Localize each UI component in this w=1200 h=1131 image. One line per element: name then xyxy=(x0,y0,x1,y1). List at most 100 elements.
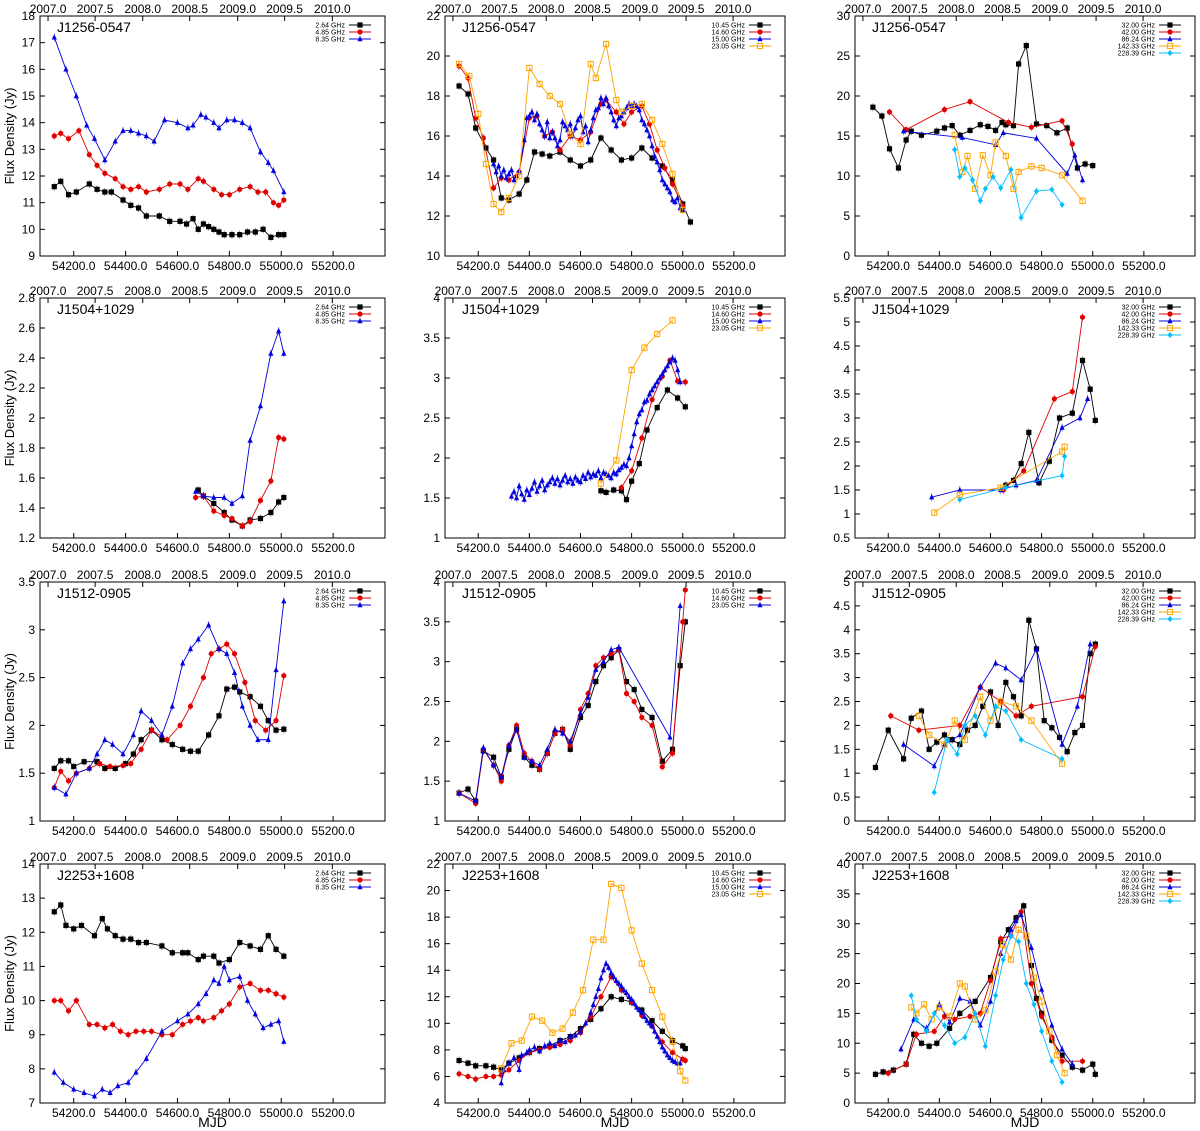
data-point xyxy=(221,963,227,969)
data-point xyxy=(1072,729,1078,736)
data-point xyxy=(626,454,632,461)
data-point xyxy=(208,651,214,657)
data-point xyxy=(585,138,591,145)
data-point xyxy=(143,939,149,946)
data-point xyxy=(946,1013,953,1020)
data-point xyxy=(559,118,566,125)
data-point xyxy=(193,494,199,501)
data-point xyxy=(1049,186,1055,193)
data-point xyxy=(102,170,108,176)
data-point xyxy=(257,946,264,952)
data-point xyxy=(985,123,991,129)
mjd-tick-label: 54200.0 xyxy=(52,541,96,555)
data-point xyxy=(239,703,245,709)
data-point xyxy=(526,491,532,497)
plot-frame xyxy=(444,863,786,1104)
mjd-tick-label: 55000.0 xyxy=(1071,824,1115,838)
y-tick-label: 1 xyxy=(433,814,440,828)
legend-marker xyxy=(1166,324,1174,332)
data-point xyxy=(603,960,609,966)
legend-label: 142.33 GHz xyxy=(1118,326,1156,333)
series-32-00-GHz xyxy=(870,41,1096,172)
data-point xyxy=(999,119,1005,125)
mjd-tick-label: 55000.0 xyxy=(1071,259,1115,273)
data-point xyxy=(664,387,671,393)
y-tick-label: 1.6 xyxy=(18,471,35,485)
data-point xyxy=(967,99,973,105)
data-point xyxy=(649,1018,655,1024)
data-point xyxy=(608,646,614,652)
data-point xyxy=(195,1000,201,1007)
legend-marker xyxy=(757,317,763,324)
data-point xyxy=(1059,424,1065,430)
data-point xyxy=(1005,119,1011,125)
mjd-tick-label: 55200.0 xyxy=(712,541,756,555)
y-tick-label: 3.5 xyxy=(423,615,440,629)
data-point xyxy=(641,398,647,405)
series-line xyxy=(53,37,285,193)
data-point xyxy=(646,1020,653,1026)
data-point xyxy=(1008,926,1014,932)
series-line xyxy=(54,129,285,206)
data-point xyxy=(263,727,269,733)
data-point xyxy=(631,686,637,693)
data-point xyxy=(1039,986,1045,992)
data-point xyxy=(73,770,79,776)
data-point xyxy=(1041,718,1047,724)
mjd-tick-label: 54800.0 xyxy=(610,259,654,273)
data-point xyxy=(180,1021,186,1028)
series-line xyxy=(910,934,1063,1083)
series-8-35-GHz xyxy=(51,33,287,196)
data-point xyxy=(613,122,619,129)
series-15-00-GHz xyxy=(490,94,686,214)
data-point xyxy=(273,718,279,724)
mjd-tick-label: 54400.0 xyxy=(918,824,962,838)
legend-marker xyxy=(1167,22,1173,28)
data-point xyxy=(941,1022,948,1029)
data-point xyxy=(590,936,597,943)
data-point xyxy=(641,120,647,127)
legend-marker xyxy=(757,311,763,317)
data-point xyxy=(265,933,271,939)
y-tick-label: 17 xyxy=(22,36,36,50)
data-point xyxy=(913,1016,919,1023)
data-point xyxy=(903,1061,909,1067)
data-point xyxy=(200,1018,207,1024)
data-point xyxy=(1085,395,1091,401)
series-line xyxy=(1002,317,1083,491)
data-point xyxy=(516,1066,522,1073)
data-point xyxy=(680,619,686,625)
year-tick-label: 2008.5 xyxy=(984,850,1021,864)
data-point xyxy=(652,152,658,159)
data-point xyxy=(490,762,497,768)
year-tick-label: 2008.0 xyxy=(938,2,975,16)
data-point xyxy=(600,936,607,943)
mjd-tick-label: 55200.0 xyxy=(1122,824,1166,838)
data-point xyxy=(531,1044,538,1050)
data-point xyxy=(203,114,209,120)
mjd-tick-label: 54200.0 xyxy=(867,824,911,838)
data-point xyxy=(613,457,620,464)
y-tick-label: 3 xyxy=(843,671,850,685)
data-point xyxy=(263,189,269,195)
x-axis-label-col-2: MJD xyxy=(601,1114,630,1130)
data-point xyxy=(588,126,594,133)
data-point xyxy=(270,200,277,206)
data-point xyxy=(143,1055,149,1061)
mjd-tick-label: 54800.0 xyxy=(1020,259,1064,273)
y-tick-label: 0.5 xyxy=(833,790,850,804)
legend-marker xyxy=(1167,304,1173,310)
series-line xyxy=(197,489,285,527)
data-point xyxy=(952,146,958,153)
series-228-39-GHz xyxy=(908,931,1065,1087)
data-point xyxy=(177,181,183,187)
data-point xyxy=(572,124,578,131)
x-axis-label-col-3: MJD xyxy=(1011,1114,1040,1130)
y-tick-label: 7 xyxy=(28,1096,35,1110)
data-point xyxy=(677,663,683,669)
series-42-00-GHz xyxy=(886,97,1075,148)
legend-label: 142.33 GHz xyxy=(1118,892,1156,899)
data-point xyxy=(1028,163,1035,170)
data-point xyxy=(886,146,893,152)
data-point xyxy=(455,60,463,68)
